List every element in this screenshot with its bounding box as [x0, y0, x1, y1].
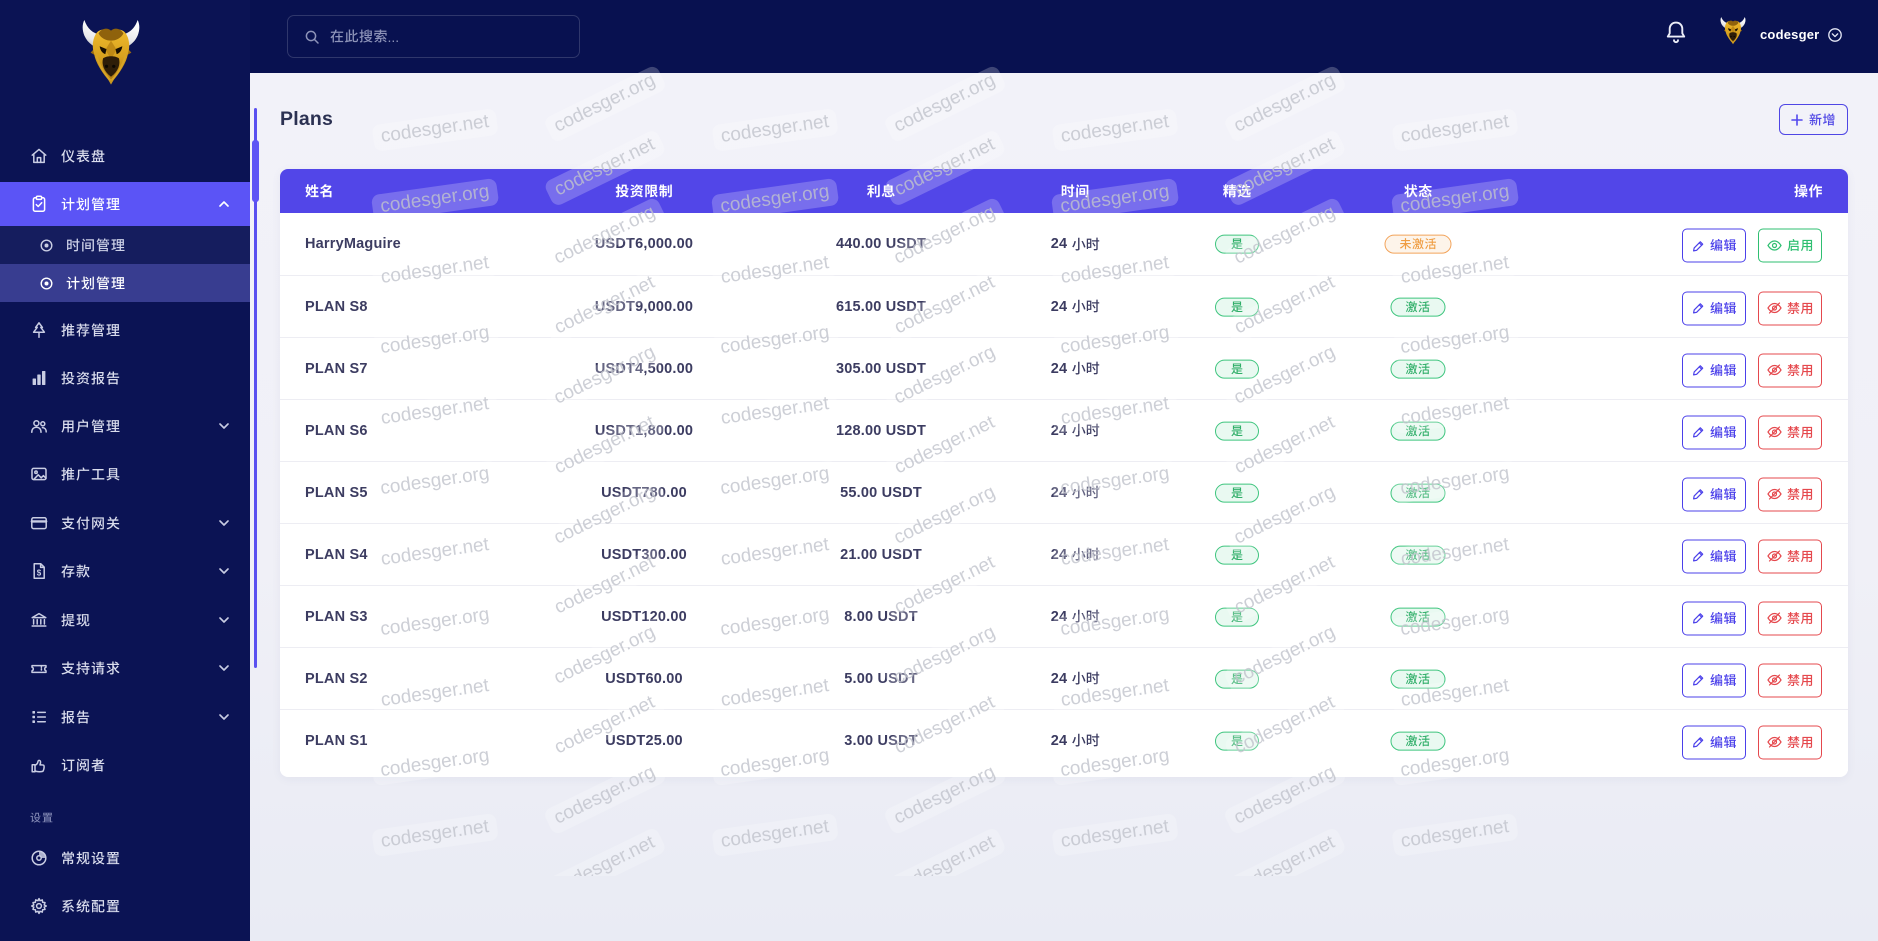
svg-text:$: $: [37, 568, 42, 577]
